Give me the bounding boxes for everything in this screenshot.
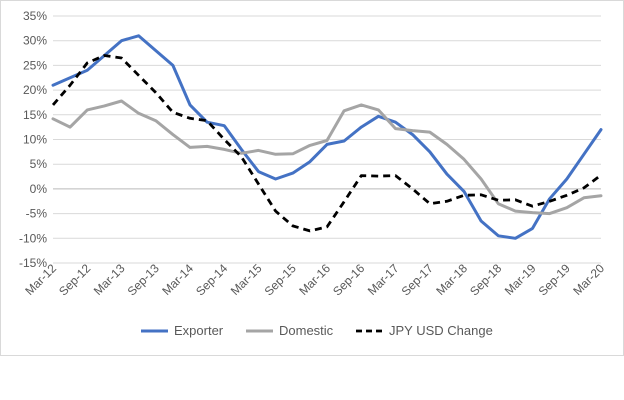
x-tick-label: Sep-12: [56, 261, 93, 298]
y-tick-label: 30%: [23, 34, 47, 48]
x-tick-label: Mar-19: [502, 261, 539, 298]
x-tick-label: Sep-19: [536, 261, 573, 298]
x-tick-label: Mar-15: [228, 261, 265, 298]
y-tick-label: 5%: [30, 157, 48, 171]
y-tick-label: 25%: [23, 58, 47, 72]
legend: Exporter Domestic JPY USD Change: [141, 323, 493, 338]
line-chart: 35% 30% 25% 20% 15% 10% 5% 0% -5% -10% -15% Mar-12…: [19, 9, 607, 338]
series-line-jpy-usd-change: [51, 54, 602, 233]
x-tick-label: Sep-16: [330, 261, 367, 298]
chart-frame: 35% 30% 25% 20% 15% 10% 5% 0% -5% -10% -15% Mar-12…: [0, 0, 624, 356]
x-tick-label: Sep-17: [399, 261, 436, 298]
y-tick-label: 15%: [23, 108, 47, 122]
x-tick-label: Sep-18: [467, 261, 504, 298]
y-tick-label: -5%: [26, 207, 48, 221]
y-tick-label: 0%: [30, 182, 48, 196]
legend-label: Domestic: [279, 323, 334, 338]
series-line-domestic: [51, 99, 603, 216]
y-tick-label: 10%: [23, 133, 47, 147]
x-tick-label: Mar-13: [91, 261, 128, 298]
y-tick-label: -10%: [19, 231, 47, 245]
legend-label: Exporter: [174, 323, 224, 338]
series-line-exporter: [51, 34, 603, 240]
y-tick-label: 20%: [23, 83, 47, 97]
x-tick-label: Sep-15: [262, 261, 299, 298]
legend-label: JPY USD Change: [389, 323, 493, 338]
x-tick-label: Mar-20: [570, 261, 607, 298]
y-tick-label: 35%: [23, 9, 47, 23]
x-tick-label: Sep-13: [125, 261, 162, 298]
x-tick-label: Mar-16: [296, 261, 333, 298]
series-lines: [51, 34, 603, 240]
x-axis-ticks: Mar-12Sep-12Mar-13Sep-13Mar-14Sep-14Mar-…: [22, 261, 607, 298]
x-tick-label: Sep-14: [193, 261, 230, 298]
x-tick-label: Mar-17: [365, 261, 402, 298]
y-tick-label: -15%: [19, 256, 47, 270]
x-tick-label: Mar-14: [159, 261, 196, 298]
y-axis-ticks: 35% 30% 25% 20% 15% 10% 5% 0% -5% -10% -15%: [19, 9, 47, 270]
x-tick-label: Mar-18: [433, 261, 470, 298]
